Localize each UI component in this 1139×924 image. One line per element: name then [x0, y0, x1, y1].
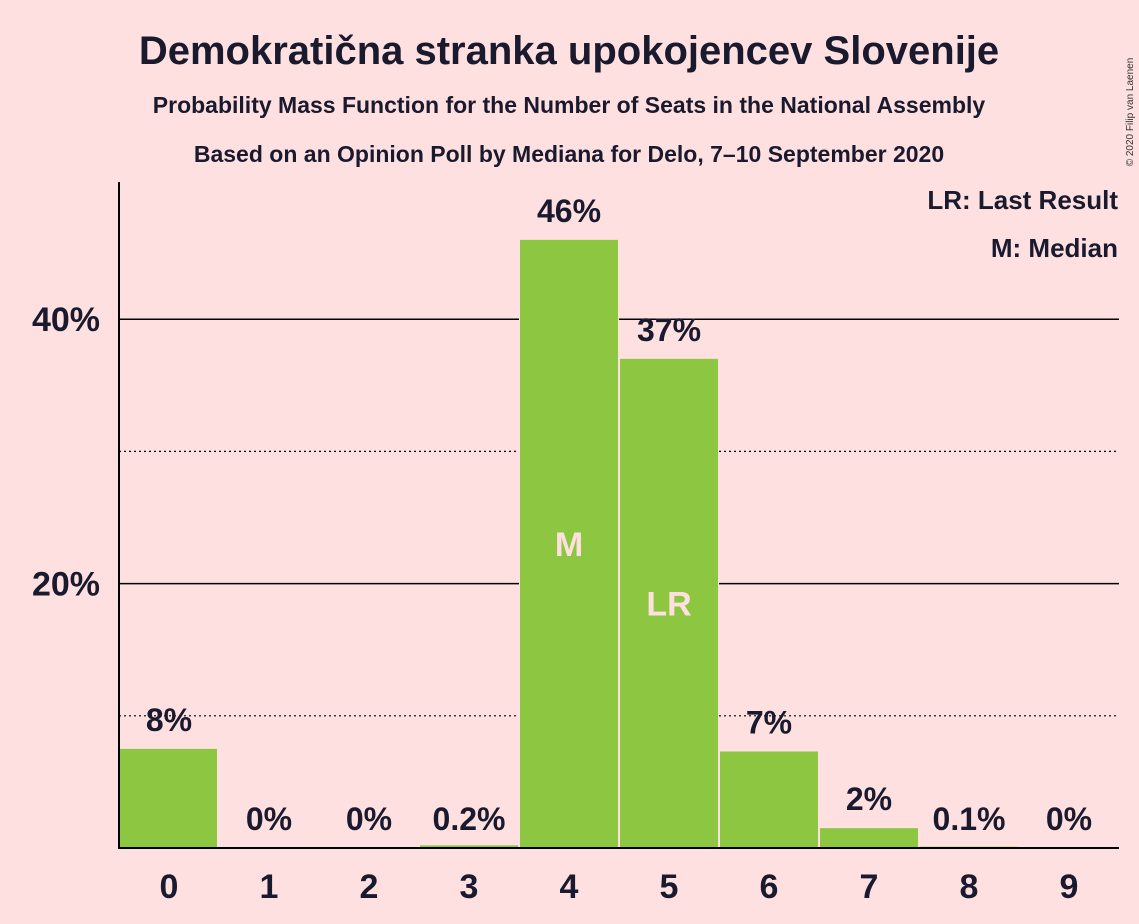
x-tick-labels: 0 1 2 3 4 5 6 7 8 9 — [160, 868, 1079, 906]
bar-seats-5 — [620, 358, 718, 848]
bar-value-label: 0% — [346, 801, 392, 837]
x-tick-label: 7 — [860, 868, 879, 906]
bar-seats-7 — [820, 828, 918, 848]
bar-value-label: 0.1% — [933, 801, 1006, 837]
x-tick-label: 5 — [660, 868, 679, 906]
median-marker: M — [555, 526, 583, 564]
bar-value-label: 2% — [846, 781, 892, 817]
bar-seats-6 — [720, 751, 818, 848]
x-tick-label: 2 — [360, 868, 379, 906]
y-tick-labels: 20% 40% — [32, 301, 100, 603]
bar-seats-0 — [119, 748, 217, 848]
y-tick-label: 40% — [32, 301, 100, 339]
x-tick-label: 3 — [460, 868, 479, 906]
x-tick-label: 0 — [160, 868, 179, 906]
bar-value-label: 0.2% — [433, 801, 506, 837]
x-tick-label: 4 — [560, 868, 579, 906]
bar-value-label: 0% — [246, 801, 292, 837]
bar-value-label: 37% — [637, 312, 701, 348]
data-labels: 8% 0% 0% 0.2% 46% 37% 7% 2% 0.1% 0% M LR — [146, 193, 1092, 837]
bar-value-label: 46% — [537, 193, 601, 229]
x-tick-label: 8 — [960, 868, 979, 906]
legend-median: M: Median — [991, 233, 1118, 263]
bar-seats-3 — [420, 845, 518, 848]
x-tick-label: 9 — [1060, 868, 1079, 906]
bar-value-label: 8% — [146, 702, 192, 738]
bar-value-label: 0% — [1046, 801, 1092, 837]
last-result-marker: LR — [646, 585, 691, 623]
x-tick-label: 1 — [260, 868, 279, 906]
x-tick-label: 6 — [760, 868, 779, 906]
bar-value-label: 7% — [746, 704, 792, 740]
chart-source: Based on an Opinion Poll by Mediana for … — [194, 141, 944, 167]
copyright-notice: © 2020 Filip van Laenen — [1125, 58, 1136, 167]
chart-subtitle: Probability Mass Function for the Number… — [153, 92, 986, 118]
chart-title: Demokratična stranka upokojencev Sloveni… — [139, 29, 999, 73]
bars — [118, 238, 1019, 848]
y-tick-label: 20% — [32, 566, 100, 604]
legend-last-result: LR: Last Result — [927, 185, 1118, 215]
bar-seats-4 — [520, 239, 618, 848]
